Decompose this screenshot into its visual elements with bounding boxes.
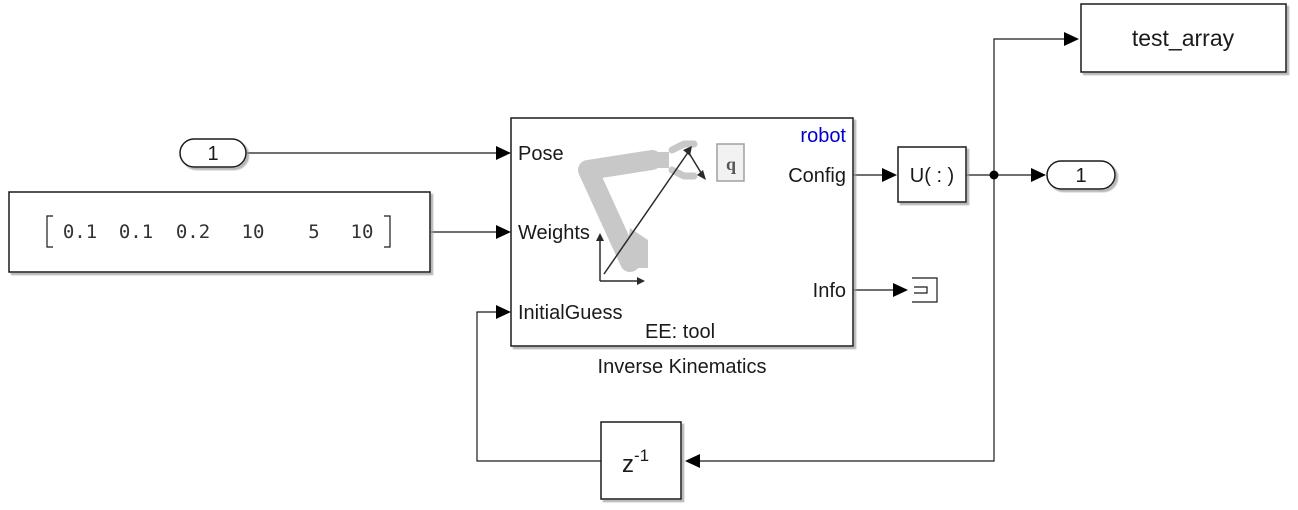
constant-value-5: 5: [308, 221, 319, 243]
terminator-block[interactable]: [912, 277, 938, 303]
ee-label: EE: tool: [645, 321, 715, 343]
input-pose-label: Pose: [518, 143, 564, 165]
constant-value-1: 0.1: [63, 221, 97, 243]
output-config-label: Config: [788, 165, 846, 187]
robot-label: robot: [800, 125, 846, 147]
branch-point: [989, 170, 999, 180]
constant-value-3: 0.2: [176, 221, 210, 243]
reshape-label: U( : ): [910, 165, 954, 187]
arrowhead-reshape: [882, 168, 897, 182]
delay-label: z-1: [622, 446, 649, 478]
ik-block-name: Inverse Kinematics: [598, 356, 767, 378]
delay-exponent: -1: [634, 446, 649, 465]
constant-right-bracket: [384, 215, 391, 248]
arrowhead-initialguess: [496, 305, 511, 319]
inverse-kinematics-block[interactable]: q robot Pose Weights InitialGuess Config…: [510, 117, 854, 347]
outport-number: 1: [1075, 165, 1086, 187]
input-weights-label: Weights: [518, 222, 590, 244]
constant-block[interactable]: 0.1 0.1 0.2 10 5 10: [8, 191, 431, 273]
arrowhead-outport: [1031, 168, 1046, 182]
arrowhead-delay: [685, 454, 700, 468]
q-label: q: [726, 154, 736, 174]
wire-delay-to-initialguess[interactable]: [476, 311, 601, 462]
to-workspace-block[interactable]: test_array: [1080, 3, 1287, 73]
signal-lines: [246, 38, 1064, 462]
constant-value-4: 10: [242, 221, 265, 243]
reshape-block[interactable]: U( : ): [897, 146, 967, 203]
arrowhead-workspace: [1064, 32, 1079, 46]
delay-base: z: [622, 451, 634, 478]
wire-branch-to-delay[interactable]: [700, 175, 995, 462]
constant-value-6: 10: [351, 221, 374, 243]
arrowhead-terminator: [893, 283, 908, 297]
inport-block[interactable]: 1: [179, 138, 247, 168]
input-initialguess-label: InitialGuess: [518, 302, 623, 324]
arrowhead-pose: [496, 146, 511, 160]
arrowheads: [496, 32, 1079, 468]
workspace-variable-label: test_array: [1132, 25, 1235, 51]
unit-delay-block[interactable]: z-1: [600, 421, 682, 500]
robot-arm-icon: [578, 140, 745, 285]
output-info-label: Info: [813, 280, 846, 302]
wire-branch-to-workspace[interactable]: [993, 38, 1064, 175]
inport-number: 1: [207, 143, 218, 165]
outport-block[interactable]: 1: [1046, 160, 1116, 190]
constant-value-2: 0.1: [119, 221, 153, 243]
constant-left-bracket: [46, 215, 53, 248]
arrowhead-weights: [496, 225, 511, 239]
